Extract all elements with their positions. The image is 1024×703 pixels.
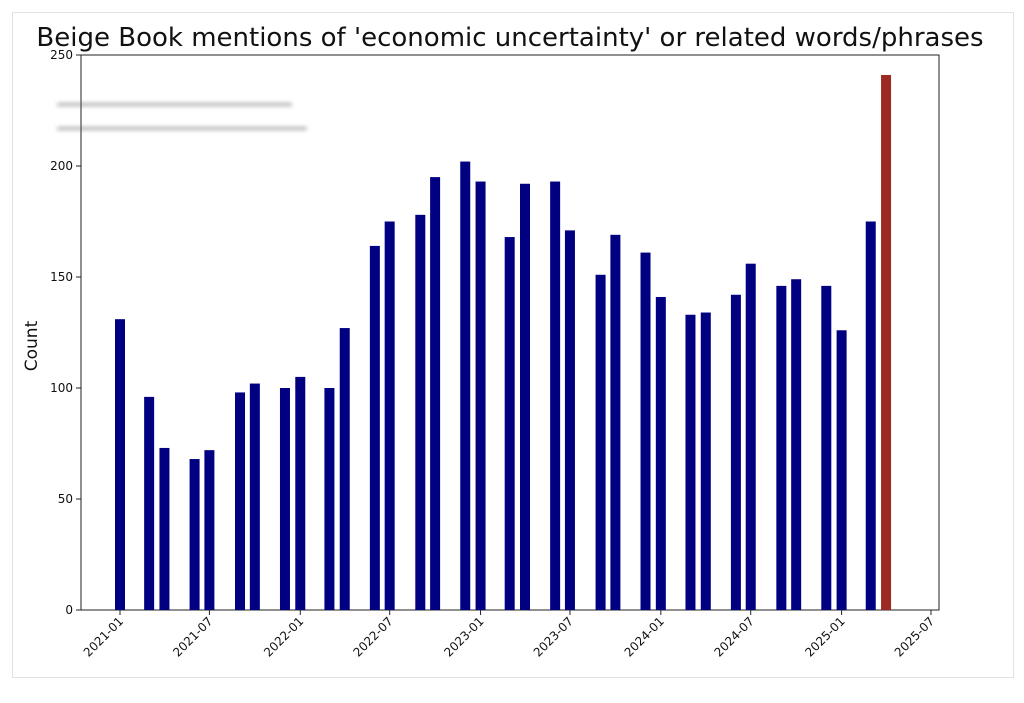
bar-2024-07 [745, 263, 756, 610]
chart-title: Beige Book mentions of 'economic uncerta… [36, 23, 983, 53]
chart: Beige Book mentions of 'economic uncerta… [22, 23, 984, 660]
x-tick-label: 2025-07 [892, 614, 937, 659]
bar-2022-10 [430, 177, 441, 610]
bar-2022-01 [295, 376, 306, 610]
bar-2021-04 [159, 447, 170, 610]
x-tick-label: 2024-01 [622, 614, 667, 659]
bar-2024-04 [700, 312, 711, 610]
bar-2023-09 [595, 274, 606, 610]
x-axis: 2021-01 2021-07 2022-01 2022-07 2023-01 2023-… [81, 610, 937, 660]
x-tick-label: 2023-07 [531, 614, 576, 659]
obscured-legend [57, 97, 307, 139]
y-axis: 0 50 100 150 200 250 [50, 48, 81, 617]
bar-2021-06 [189, 459, 200, 610]
bar-2021-01 [115, 319, 125, 610]
bar-2022-06 [369, 245, 380, 611]
bar-2024-09 [776, 285, 787, 610]
bar-2023-07 [564, 230, 575, 610]
bar-2023-12 [640, 252, 651, 610]
x-tick-label: 2024-07 [711, 614, 756, 659]
bar-2022-04 [339, 328, 350, 610]
bar-2023-04 [520, 183, 531, 610]
y-tick-label: 0 [65, 603, 73, 617]
bar-2022-03 [324, 388, 335, 610]
bar-2024-06 [730, 294, 741, 610]
x-tick-label: 2025-01 [802, 614, 847, 659]
bar-2022-09 [415, 214, 426, 610]
bar-2021-07 [204, 450, 215, 610]
x-tick-label: 2021-01 [81, 614, 126, 659]
x-tick-label: 2022-07 [350, 614, 395, 659]
bar-2025-03 [865, 221, 876, 610]
bar-2024-10 [791, 279, 802, 610]
bars [115, 74, 892, 611]
x-tick-label: 2022-01 [261, 614, 306, 659]
y-tick-label: 200 [50, 159, 73, 173]
y-tick-label: 150 [50, 270, 73, 284]
bar-2021-12 [279, 388, 290, 610]
bar-2023-01 [475, 181, 486, 611]
bar-2024-01 [655, 296, 666, 610]
bar-2023-06 [550, 181, 561, 611]
chart-frame: Beige Book mentions of 'economic uncerta… [12, 12, 1014, 678]
bar-2024-03 [685, 314, 696, 610]
bar-2024-12 [821, 285, 832, 610]
y-tick-label: 100 [50, 381, 73, 395]
y-axis-label: Count [22, 320, 42, 371]
bar-2023-10 [610, 234, 621, 610]
bar-2021-09 [235, 392, 246, 610]
x-tick-label: 2023-01 [441, 614, 486, 659]
bar-2023-03 [504, 237, 515, 611]
bar-2022-12 [460, 161, 471, 610]
bar-2025-01 [836, 330, 847, 610]
bar-2022-07 [384, 221, 395, 610]
bar-2021-03 [144, 396, 155, 610]
bar-2025-04 [881, 74, 892, 611]
y-tick-label: 250 [50, 48, 73, 62]
y-tick-label: 50 [58, 492, 73, 506]
x-tick-label: 2021-07 [170, 614, 215, 659]
bar-2021-10 [249, 383, 260, 610]
